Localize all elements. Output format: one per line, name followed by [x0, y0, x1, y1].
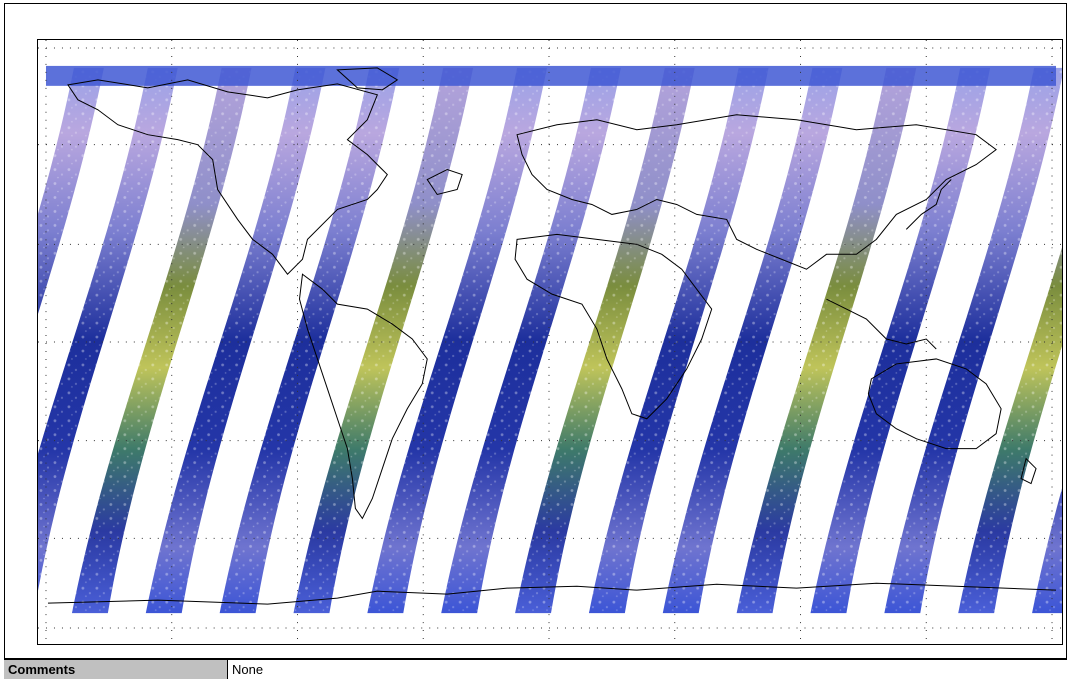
- comments-value: None: [232, 662, 264, 677]
- swath-cloud-texture: [71, 67, 252, 614]
- swath-cloud-texture: [515, 67, 695, 614]
- swath-cloud-texture: [1032, 488, 1062, 614]
- comments-label: Comments: [4, 660, 228, 679]
- lat-lon-grid: [38, 40, 1062, 644]
- swath-cloud-texture: [736, 67, 917, 614]
- coastlines: [47, 67, 1057, 605]
- swath-cloud-texture: [810, 67, 991, 614]
- swath-cloud-texture: [367, 67, 548, 614]
- satellite-swaths: [38, 67, 1062, 614]
- swath-cloud-texture: [293, 67, 474, 614]
- comments-row: Comments None: [4, 659, 1067, 679]
- north-polar-band: [45, 65, 1057, 86]
- figure-frame: [4, 3, 1067, 659]
- swath-cloud-texture: [441, 67, 621, 614]
- swath-cloud-texture: [588, 67, 769, 614]
- swath-cloud-texture: [38, 67, 178, 591]
- global-swath-map: [37, 39, 1063, 645]
- swath-cloud-texture: [38, 67, 104, 314]
- swath-cloud-texture: [958, 247, 1062, 614]
- swath-cloud-texture: [662, 67, 843, 614]
- swath-cloud-texture: [884, 67, 1062, 614]
- swath-cloud-texture: [145, 67, 326, 614]
- map-canvas: [38, 40, 1062, 644]
